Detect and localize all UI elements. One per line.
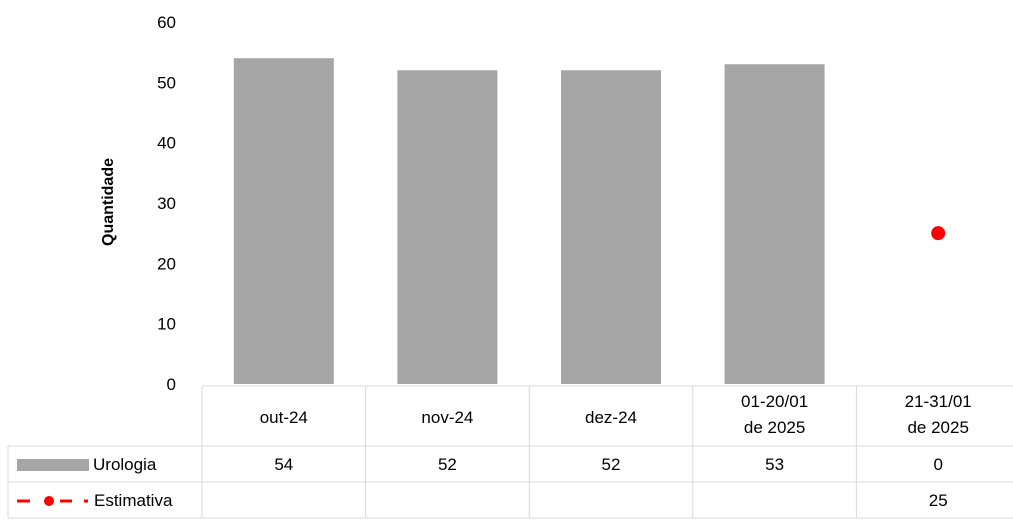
legend-key-urologia [17,459,89,471]
category-label: out-24 [260,408,308,427]
bar-urologia [724,64,825,384]
data-label: 53 [765,455,784,474]
y-tick-label: 20 [157,254,176,273]
y-tick-label: 0 [167,375,176,394]
category-label: 01-20/01 [741,392,808,411]
category-label: dez-24 [585,408,637,427]
data-label: 0 [933,455,942,474]
y-tick-label: 40 [157,134,176,153]
category-label: de 2025 [744,418,805,437]
y-tick-label: 60 [157,13,176,32]
y-tick-label: 50 [157,73,176,92]
category-label: de 2025 [907,418,968,437]
y-tick-label: 10 [157,315,176,334]
y-tick-label: 30 [157,194,176,213]
legend-label-estimativa: Estimativa [94,491,173,510]
bar-urologia [397,70,498,385]
category-label: 21-31/01 [905,392,972,411]
data-label: 52 [438,455,457,474]
legend-key-marker [44,496,54,506]
data-label: 54 [274,455,293,474]
bar-urologia [233,58,334,384]
legend-label-urologia: Urologia [93,455,157,474]
bar-urologia [561,70,661,385]
y-axis-title: Quantidade [100,158,117,246]
marker-estimativa [931,226,946,241]
data-label: 52 [602,455,621,474]
data-label: 25 [929,491,948,510]
category-label: nov-24 [421,408,473,427]
